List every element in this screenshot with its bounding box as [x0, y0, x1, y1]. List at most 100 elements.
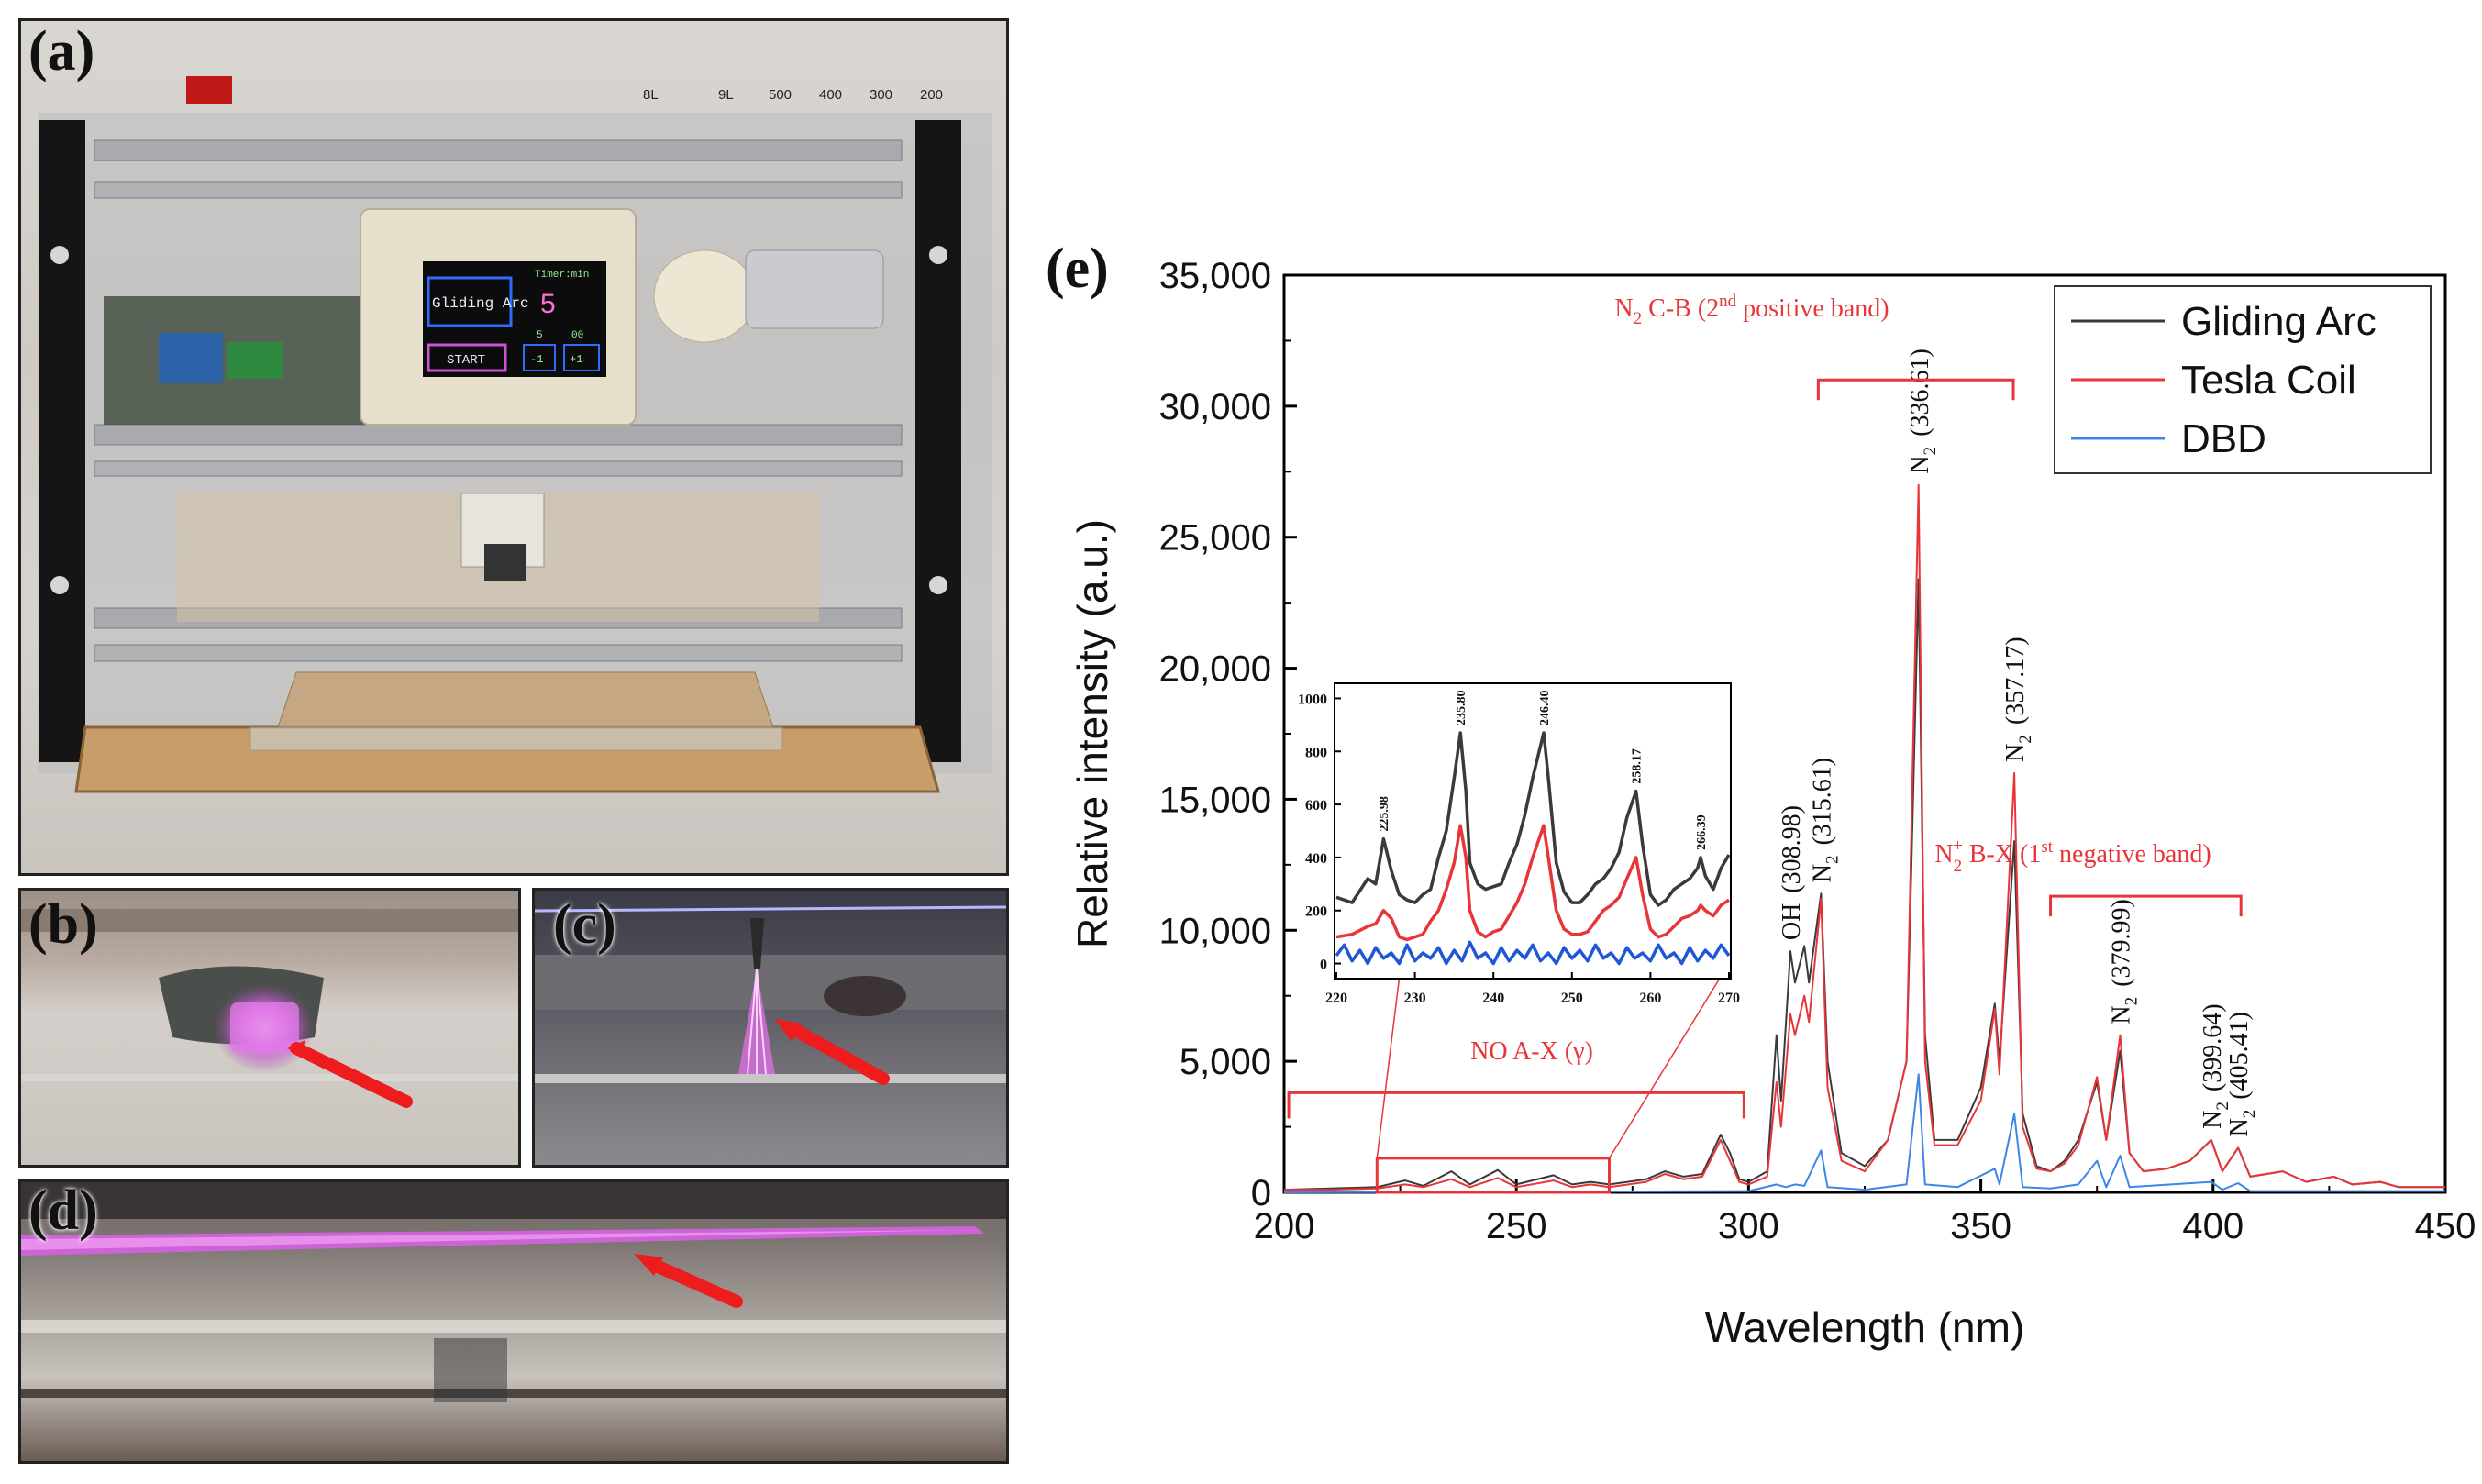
peak-label-subscript: 2: [1921, 447, 1940, 456]
x-tick-label: 400: [2182, 1206, 2244, 1246]
legend-label-dbd: DBD: [2181, 416, 2266, 461]
panel-label-c: (c): [553, 893, 616, 956]
band-bracket-n2plus-bx: [2049, 894, 2243, 917]
device-photo-illustration: 8L 9L 500 400 300 200 Gliding Arc Timer:…: [38, 76, 992, 793]
peak-label-subscript: 2: [2016, 735, 2035, 744]
band-label-n2plus-bx-sup: st: [2041, 837, 2053, 857]
legend-label-tesla-coil: Tesla Coil: [2181, 358, 2356, 403]
panel-label-e: (e): [1046, 238, 1109, 300]
emission-spectrum-chart: 200 250 300 350 400 450 0 5,000 10,000 15,000 20,0…: [1069, 256, 2476, 1351]
inset-y-tick-label: 1000: [1298, 692, 1327, 707]
peak-label: N2 (405.41): [2225, 1012, 2259, 1136]
band-label-n2plus-bx-end: negative band): [2053, 840, 2211, 869]
ruler-text-0: 8L: [643, 87, 659, 103]
ruler-text-1: 9L: [718, 87, 734, 103]
x-tick-label: 350: [1950, 1206, 2011, 1246]
screen-timer-label: Timer:min: [535, 270, 589, 281]
inset-x-tick-label: 270: [1718, 991, 1740, 1006]
inset-peak-label: 266.39: [1695, 814, 1709, 850]
x-tick-label: 450: [2415, 1206, 2476, 1246]
inset-peak-label: 235.80: [1455, 691, 1468, 726]
peak-label: N2 (315.61): [1808, 758, 1842, 882]
peak-label: N2 (399.64): [2199, 1003, 2233, 1128]
photo-panel-c: (c): [532, 888, 1009, 1168]
inset-y-tick-label: 200: [1305, 904, 1327, 920]
peak-label-species: OH: [1778, 903, 1806, 940]
legend-box: [2054, 285, 2432, 474]
panel-label-d: (d): [28, 1179, 98, 1242]
band-label-n2-cb-sup: nd: [1719, 292, 1737, 311]
peak-label-subscript: 2: [2122, 997, 2141, 1006]
y-tick-label: 35,000: [1159, 256, 1271, 296]
peak-label-species: N: [2001, 744, 2030, 762]
tesla-coil-photo-illustration: [535, 905, 1006, 1085]
main-axis-ticks: 200 250 300 350 400 450 0 5,000 10,000 15,000 20,0…: [1159, 256, 2476, 1246]
peak-label: N2 (357.17): [2001, 637, 2035, 761]
peak-label-wavelength: (336.61): [1906, 349, 1934, 443]
ruler-text-3: 400: [819, 87, 842, 103]
band-bracket-n2-cb: [1816, 378, 2015, 401]
x-tick-label: 250: [1486, 1206, 1547, 1246]
screen-sub-left: 5: [537, 330, 543, 341]
y-tick-label: 5,000: [1180, 1042, 1271, 1082]
screen-sub-right: 00: [571, 330, 583, 341]
inset-y-tick-label: 800: [1305, 745, 1327, 760]
inset-y-tick-label: 0: [1320, 958, 1327, 973]
y-tick-label: 15,000: [1159, 780, 1271, 820]
peak-label-wavelength: (399.64): [2199, 1003, 2227, 1098]
no-region-bracket: [1287, 1091, 1745, 1119]
ruler-text-2: 500: [769, 87, 792, 103]
inset-y-tick-label: 400: [1305, 851, 1327, 867]
band-label-n2-cb-main: N: [1614, 294, 1633, 323]
zoom-connector-right: [1608, 959, 1732, 1159]
peak-label-species: N: [2107, 1005, 2135, 1024]
series-line-dbd: [1283, 1073, 2445, 1193]
peak-label-species: N: [1808, 864, 1836, 882]
inset-series-line-gliding-arc: [1335, 731, 1731, 907]
screen-mode-text: Gliding Arc: [432, 295, 529, 312]
peak-label-wavelength: (357.17): [2001, 637, 2030, 731]
peak-label: N2 (336.61): [1906, 349, 1940, 473]
inset-annotations-group: 225.98 235.80 246.40 258.17 266.39: [1378, 691, 1709, 850]
peak-label-species: N: [1906, 455, 1934, 473]
band-label-n2plus-bx-sub: 2: [1954, 857, 1963, 876]
inset-x-tick-label: 250: [1561, 991, 1583, 1006]
zoom-region-box: [1375, 1157, 1611, 1194]
ruler-text-4: 300: [870, 87, 892, 103]
photo-panel-b: (b): [18, 888, 521, 1168]
peak-label-wavelength: (315.61): [1808, 758, 1836, 852]
y-tick-label: 0: [1251, 1173, 1271, 1213]
inset-peak-label: 258.17: [1631, 748, 1645, 784]
y-tick-label: 20,000: [1159, 649, 1271, 690]
screen-start-button: START: [447, 353, 485, 368]
screen-timer-value: 5: [540, 289, 556, 319]
inset-peak-label: 225.98: [1378, 796, 1391, 832]
zoom-connector-left: [1376, 978, 1401, 1158]
series-line-tesla-coil: [1284, 483, 2445, 1191]
legend: Gliding Arc Tesla Coil DBD: [2054, 285, 2432, 474]
inset-series-line-dbd: [1335, 940, 1731, 966]
panel-label-b: (b): [28, 893, 98, 956]
band-label-n2-cb-rest: C-B (2: [1642, 294, 1719, 323]
y-tick-label: 10,000: [1159, 911, 1271, 951]
band-label-n2plus-bx-rest: B-X (1: [1963, 840, 2042, 869]
panel-label-a: (a): [28, 20, 95, 83]
y-axis-title: Relative intensity (a.u.): [1069, 519, 1116, 948]
peak-label-wavelength: (379.99): [2107, 899, 2135, 993]
screen-minus-button: -1: [530, 353, 543, 366]
legend-label-gliding-arc: Gliding Arc: [2181, 299, 2377, 344]
x-tick-label: 300: [1718, 1206, 1779, 1246]
gliding-arc-photo-illustration: [21, 909, 518, 1108]
peak-label-species: N: [2225, 1118, 2254, 1136]
inset-x-tick-label: 220: [1325, 991, 1347, 1006]
y-tick-label: 25,000: [1159, 518, 1271, 559]
main-series-group: [1283, 483, 2445, 1193]
peak-label-wavelength: (308.98): [1778, 805, 1806, 900]
inset-series-line-tesla-coil: [1335, 824, 1730, 942]
x-axis-title: Wavelength (nm): [1705, 1303, 2025, 1351]
x-tick-label: 200: [1254, 1206, 1315, 1246]
inset-x-tick-label: 260: [1639, 991, 1661, 1006]
peak-label-wavelength: (405.41): [2225, 1012, 2254, 1106]
inset-xlabel: NO A-X (γ): [1470, 1037, 1593, 1066]
screen-plus-button: +1: [570, 353, 582, 366]
